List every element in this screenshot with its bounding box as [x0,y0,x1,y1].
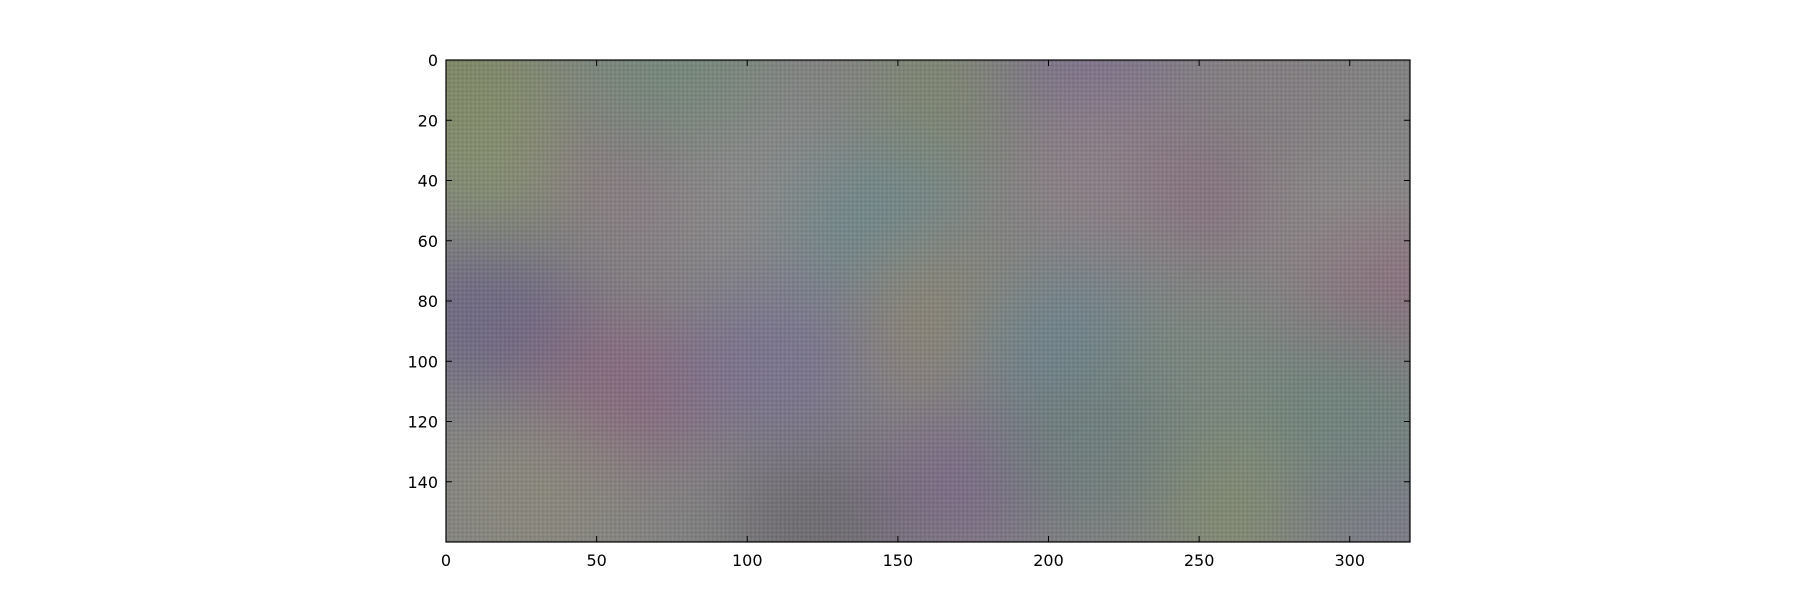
x-tick-label: 0 [441,551,451,570]
y-tick-label: 80 [418,292,438,311]
x-tick-label: 200 [1033,551,1064,570]
y-tick-label: 140 [407,473,438,492]
y-tick-label: 120 [407,413,438,432]
y-axis-ticks: 0 20 40 60 80 100 120 140 [407,51,1410,492]
heatmap-image [446,60,1410,542]
y-tick-label: 60 [418,232,438,251]
y-tick-label: 0 [428,51,438,70]
y-tick-label: 100 [407,352,438,371]
y-tick-label: 40 [418,172,438,191]
x-tick-label: 50 [586,551,606,570]
x-tick-label: 150 [883,551,914,570]
x-tick-label: 250 [1184,551,1215,570]
checkerboard-overlay [446,60,1410,542]
y-tick-label: 20 [418,111,438,130]
x-tick-label: 300 [1334,551,1365,570]
x-axis-ticks: 0 50 100 150 200 250 300 [441,60,1365,570]
x-tick-label: 100 [732,551,763,570]
